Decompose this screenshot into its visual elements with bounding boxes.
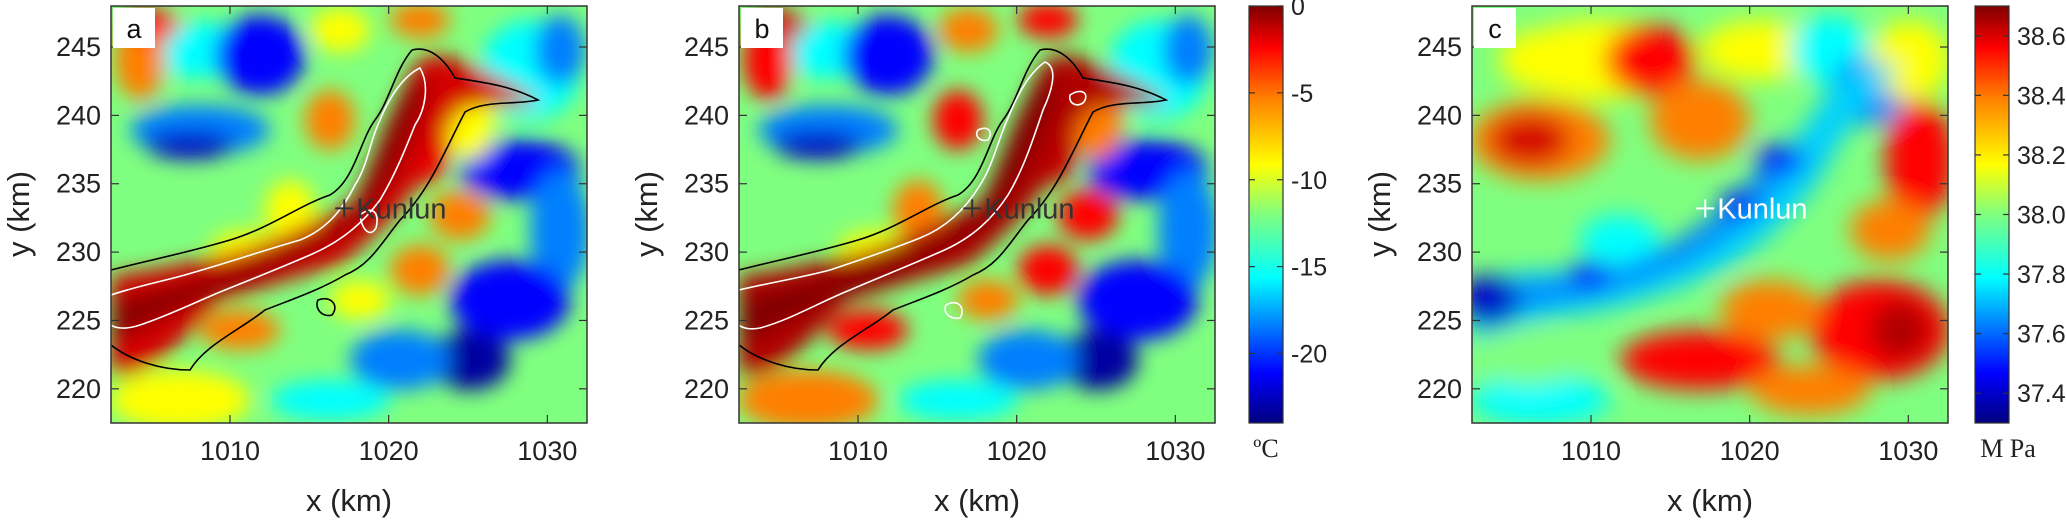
y-tick-label-a-2: 230 xyxy=(56,237,101,267)
cb-press-ticks-label-6: 37.4 xyxy=(2017,380,2066,408)
heatmap-c xyxy=(1472,6,1948,423)
cb-temp-ticks-label-1: -5 xyxy=(1291,80,1313,108)
heatmap-b xyxy=(739,6,1215,423)
colorbar-temperature: 0 -5 -10 -15 -20 ºC xyxy=(1248,0,1327,463)
y-tick-label-a-4: 240 xyxy=(56,100,101,130)
y-tick-label-a-1: 225 xyxy=(56,305,101,335)
cb-temp-ticks-label-3: -15 xyxy=(1291,254,1327,282)
panel-label-box-a: a xyxy=(113,8,155,48)
ticks-a: 1010 1020 1030 220 225 230 235 240 245 xyxy=(56,6,587,466)
cb-press-ticks-label-0: 38.6 xyxy=(2017,23,2066,51)
panel-label-box-c: c xyxy=(1474,8,1516,48)
x-tick-label-a-1: 1020 xyxy=(359,436,419,466)
y-tick-label-b-4: 240 xyxy=(684,100,729,130)
panel-label-c: c xyxy=(1488,14,1502,44)
axes-frame-c xyxy=(1471,5,1949,424)
y-tick-label-c-3: 235 xyxy=(1417,169,1462,199)
ticks-b: 1010 1020 1030 220 225 230 235 240 245 xyxy=(684,6,1215,466)
panel-label-b: b xyxy=(754,14,769,44)
x-tick-label-c-1: 1020 xyxy=(1720,436,1780,466)
cb-temp-ticks-label-2: -10 xyxy=(1291,167,1327,195)
y-axis-label-b: y (km) xyxy=(629,171,664,257)
y-tick-label-a-3: 235 xyxy=(56,169,101,199)
kunlun-marker-c: Kunlun xyxy=(1696,193,1808,225)
y-tick-label-a-0: 220 xyxy=(56,374,101,404)
y-tick-label-a-5: 245 xyxy=(56,32,101,62)
y-tick-label-c-4: 240 xyxy=(1417,100,1462,130)
axes-frame-b xyxy=(738,5,1216,424)
kunlun-label-a: Kunlun xyxy=(356,193,446,225)
cb-temp-ticks-label-0: 0 xyxy=(1291,0,1305,21)
colorbar-pressure-ticks: 38.6 38.4 38.2 38.0 37.8 37.6 37.4 xyxy=(1975,23,2066,408)
y-tick-label-b-5: 245 xyxy=(684,32,729,62)
kunlun-marker-b: Kunlun xyxy=(963,193,1075,225)
y-tick-label-c-1: 225 xyxy=(1417,305,1462,335)
colorbar-temperature-gradient xyxy=(1248,5,1284,424)
kunlun-marker-a: Kunlun xyxy=(335,193,447,225)
x-tick-label-a-2: 1030 xyxy=(517,436,577,466)
x-axis-label-b: x (km) xyxy=(934,483,1020,518)
cb-press-ticks-label-3: 38.0 xyxy=(2017,202,2066,230)
kunlun-label-b: Kunlun xyxy=(984,193,1074,225)
y-tick-label-c-5: 245 xyxy=(1417,32,1462,62)
panel-label-a: a xyxy=(126,14,142,44)
y-tick-label-b-2: 230 xyxy=(684,237,729,267)
x-tick-label-a-0: 1010 xyxy=(200,436,260,466)
axes-frame-a xyxy=(110,5,588,424)
y-tick-label-b-3: 235 xyxy=(684,169,729,199)
colorbar-temperature-unit: ºC xyxy=(1253,434,1278,463)
kunlun-label-c: Kunlun xyxy=(1717,193,1807,225)
cb-press-ticks-label-4: 37.8 xyxy=(2017,261,2066,289)
x-axis-label-c: x (km) xyxy=(1667,483,1753,518)
y-tick-label-c-2: 230 xyxy=(1417,237,1462,267)
y-tick-label-b-0: 220 xyxy=(684,374,729,404)
cb-press-ticks-label-2: 38.2 xyxy=(2017,142,2066,170)
x-tick-label-b-2: 1030 xyxy=(1145,436,1205,466)
panel-label-box-b: b xyxy=(741,8,783,48)
y-tick-label-c-0: 220 xyxy=(1417,374,1462,404)
x-tick-label-c-2: 1030 xyxy=(1878,436,1938,466)
colorbar-pressure-unit: M Pa xyxy=(1980,434,2036,463)
y-axis-label-a: y (km) xyxy=(1,171,36,257)
y-tick-label-b-1: 225 xyxy=(684,305,729,335)
x-axis-label-a: x (km) xyxy=(306,483,392,518)
y-axis-label-c: y (km) xyxy=(1362,171,1397,257)
ticks-c: 1010 1020 1030 220 225 230 235 240 245 xyxy=(1417,6,1948,466)
colorbar-pressure: 38.6 38.4 38.2 38.0 37.8 37.6 37.4 M Pa xyxy=(1974,5,2066,463)
cb-press-ticks-label-1: 38.4 xyxy=(2017,82,2066,110)
heatmap-a xyxy=(111,6,587,423)
cb-press-ticks-label-5: 37.6 xyxy=(2017,321,2066,349)
x-tick-label-b-0: 1010 xyxy=(828,436,888,466)
x-tick-label-b-1: 1020 xyxy=(987,436,1047,466)
x-tick-label-c-0: 1010 xyxy=(1561,436,1621,466)
cb-temp-ticks-label-4: -20 xyxy=(1291,341,1327,369)
colorbar-temperature-ticks: 0 -5 -10 -15 -20 xyxy=(1249,0,1327,369)
